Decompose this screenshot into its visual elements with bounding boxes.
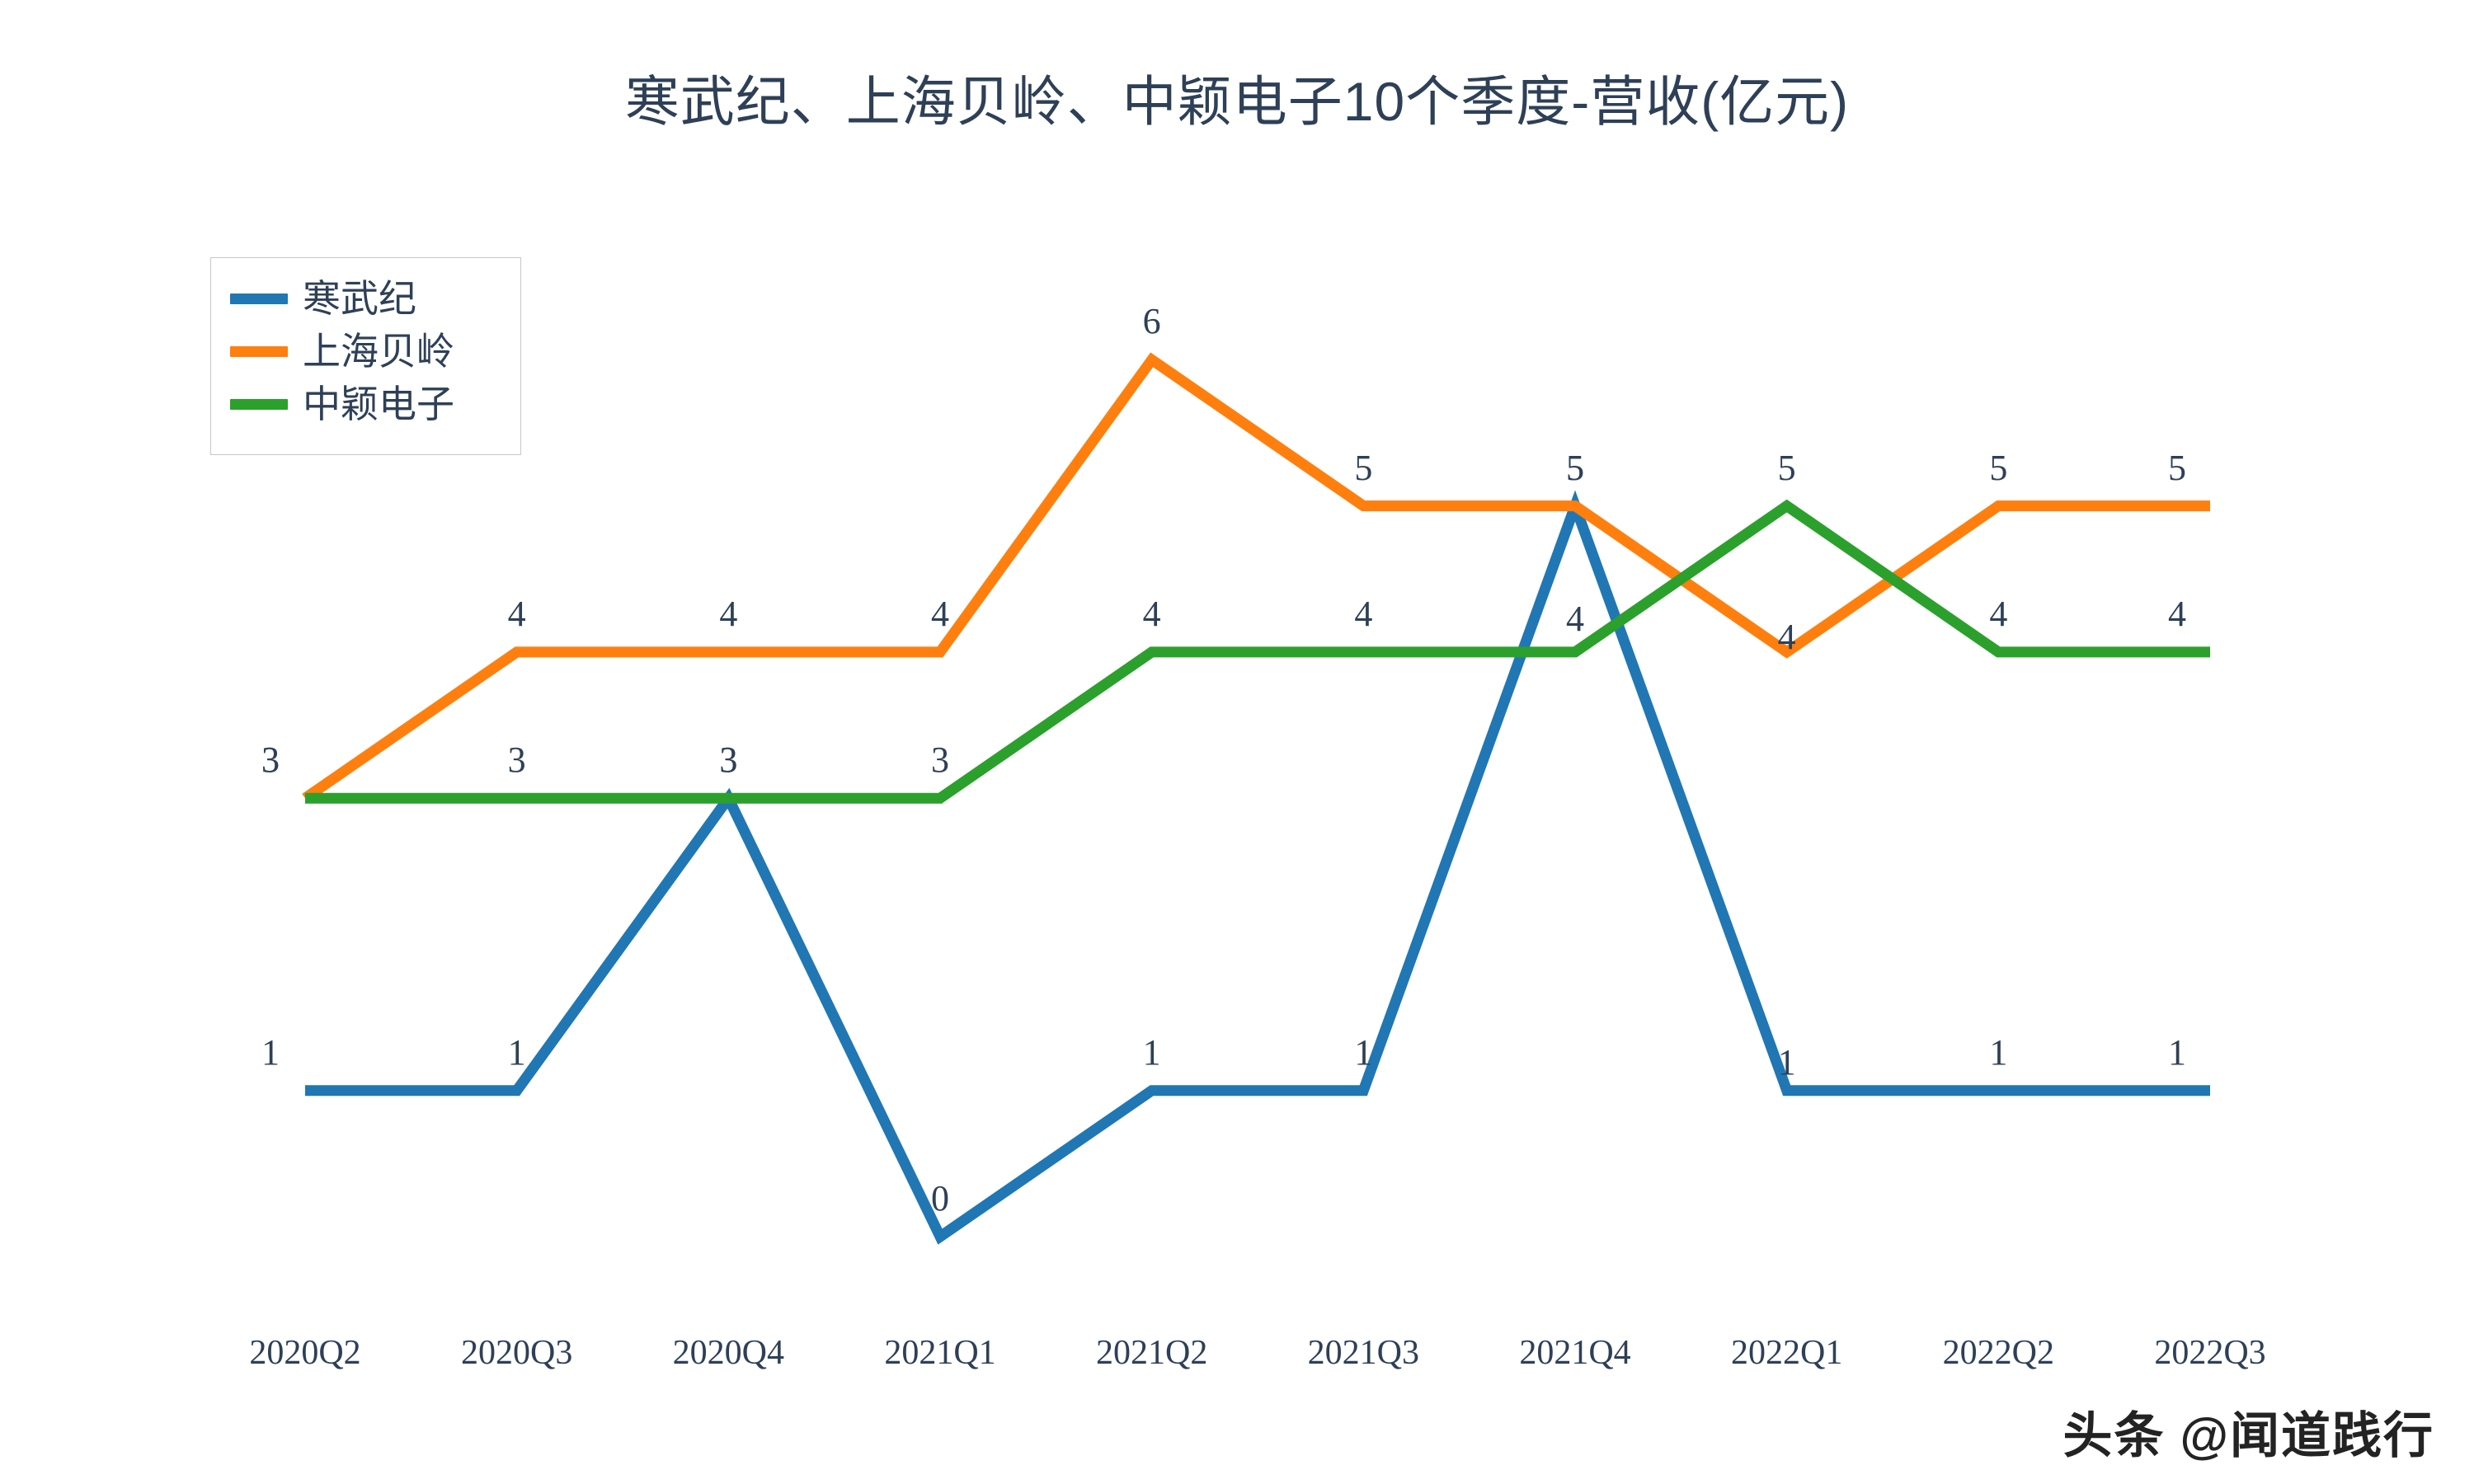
x-tick-6: 2021Q4 [1519,1334,1631,1372]
data-label-0-9: 1 [2168,1031,2186,1073]
legend-item-1[interactable]: 上海贝岭 [230,329,454,373]
data-label-2-0: 3 [261,740,280,781]
data-label-2-5: 4 [1354,593,1373,634]
data-label-2-6: 4 [1566,598,1584,639]
data-label-0-0: 1 [261,1031,280,1073]
series-line-2 [305,499,2210,804]
data-label-1-4: 6 [1142,301,1161,342]
data-label-1-2: 4 [719,593,738,634]
data-label-2-4: 4 [1142,593,1161,634]
x-tick-3: 2021Q1 [884,1334,996,1372]
watermark-handle: @闻道践行 [2180,1408,2434,1463]
data-label-1-8: 5 [1989,447,2008,488]
x-tick-5: 2021Q3 [1307,1334,1419,1372]
legend-label-2: 中颖电子 [303,383,454,425]
legend-item-0[interactable]: 寒武纪 [230,276,416,321]
x-tick-7: 2022Q1 [1730,1334,1843,1372]
legend-color-swatch-orange [230,345,288,357]
legend-color-swatch-green [230,398,288,410]
legend-label-0: 寒武纪 [303,277,416,320]
data-label-2-3: 3 [931,740,949,781]
x-tick-0: 2020Q2 [249,1334,361,1372]
page-title: 寒武纪、上海贝岭、中颖电子10个季度-营收(亿元) [624,71,1850,132]
data-label-0-6: 5 [1566,447,1584,488]
data-label-2-9: 4 [2168,593,2186,634]
data-label-1-3: 4 [931,593,949,634]
data-label-1-6: 5 [1566,447,1584,488]
x-tick-9: 2022Q3 [2154,1334,2266,1372]
data-label-0-3: 0 [931,1178,949,1219]
data-label-1-0: 3 [261,740,280,781]
data-label-1-7: 4 [1777,616,1796,657]
chart-legend[interactable]: 寒武纪 上海贝岭 中颖电子 [210,257,521,455]
series-line-1 [302,352,2210,803]
x-tick-8: 2022Q2 [1942,1334,2054,1372]
data-label-2-8: 4 [1989,593,2008,634]
x-tick-2: 2020Q4 [672,1334,784,1372]
data-label-2-7: 5 [1777,447,1796,488]
data-label-0-7: 1 [1777,1041,1796,1082]
data-label-0-2: 3 [719,740,738,781]
x-tick-4: 2021Q2 [1095,1334,1208,1372]
data-label-0-5: 1 [1354,1031,1373,1073]
legend-item-2[interactable]: 中颖电子 [230,382,454,426]
legend-label-1: 上海贝岭 [303,330,454,373]
series-lines [302,352,2210,1245]
data-label-1-5: 5 [1354,447,1373,488]
data-label-0-4: 1 [1142,1031,1161,1073]
x-tick-1: 2020Q3 [460,1334,573,1372]
data-label-1-1: 4 [507,593,526,634]
data-label-2-2: 3 [719,740,738,781]
watermark-brand: 头条 [2062,1408,2166,1463]
watermark: 头条 @闻道践行 [2062,1411,2434,1461]
data-label-0-8: 1 [1989,1031,2008,1073]
data-label-0-1: 1 [507,1031,526,1073]
legend-color-swatch-blue [230,293,288,304]
data-label-2-1: 3 [507,740,526,781]
data-label-1-9: 5 [2168,447,2186,488]
series-line-0 [305,490,2210,1245]
